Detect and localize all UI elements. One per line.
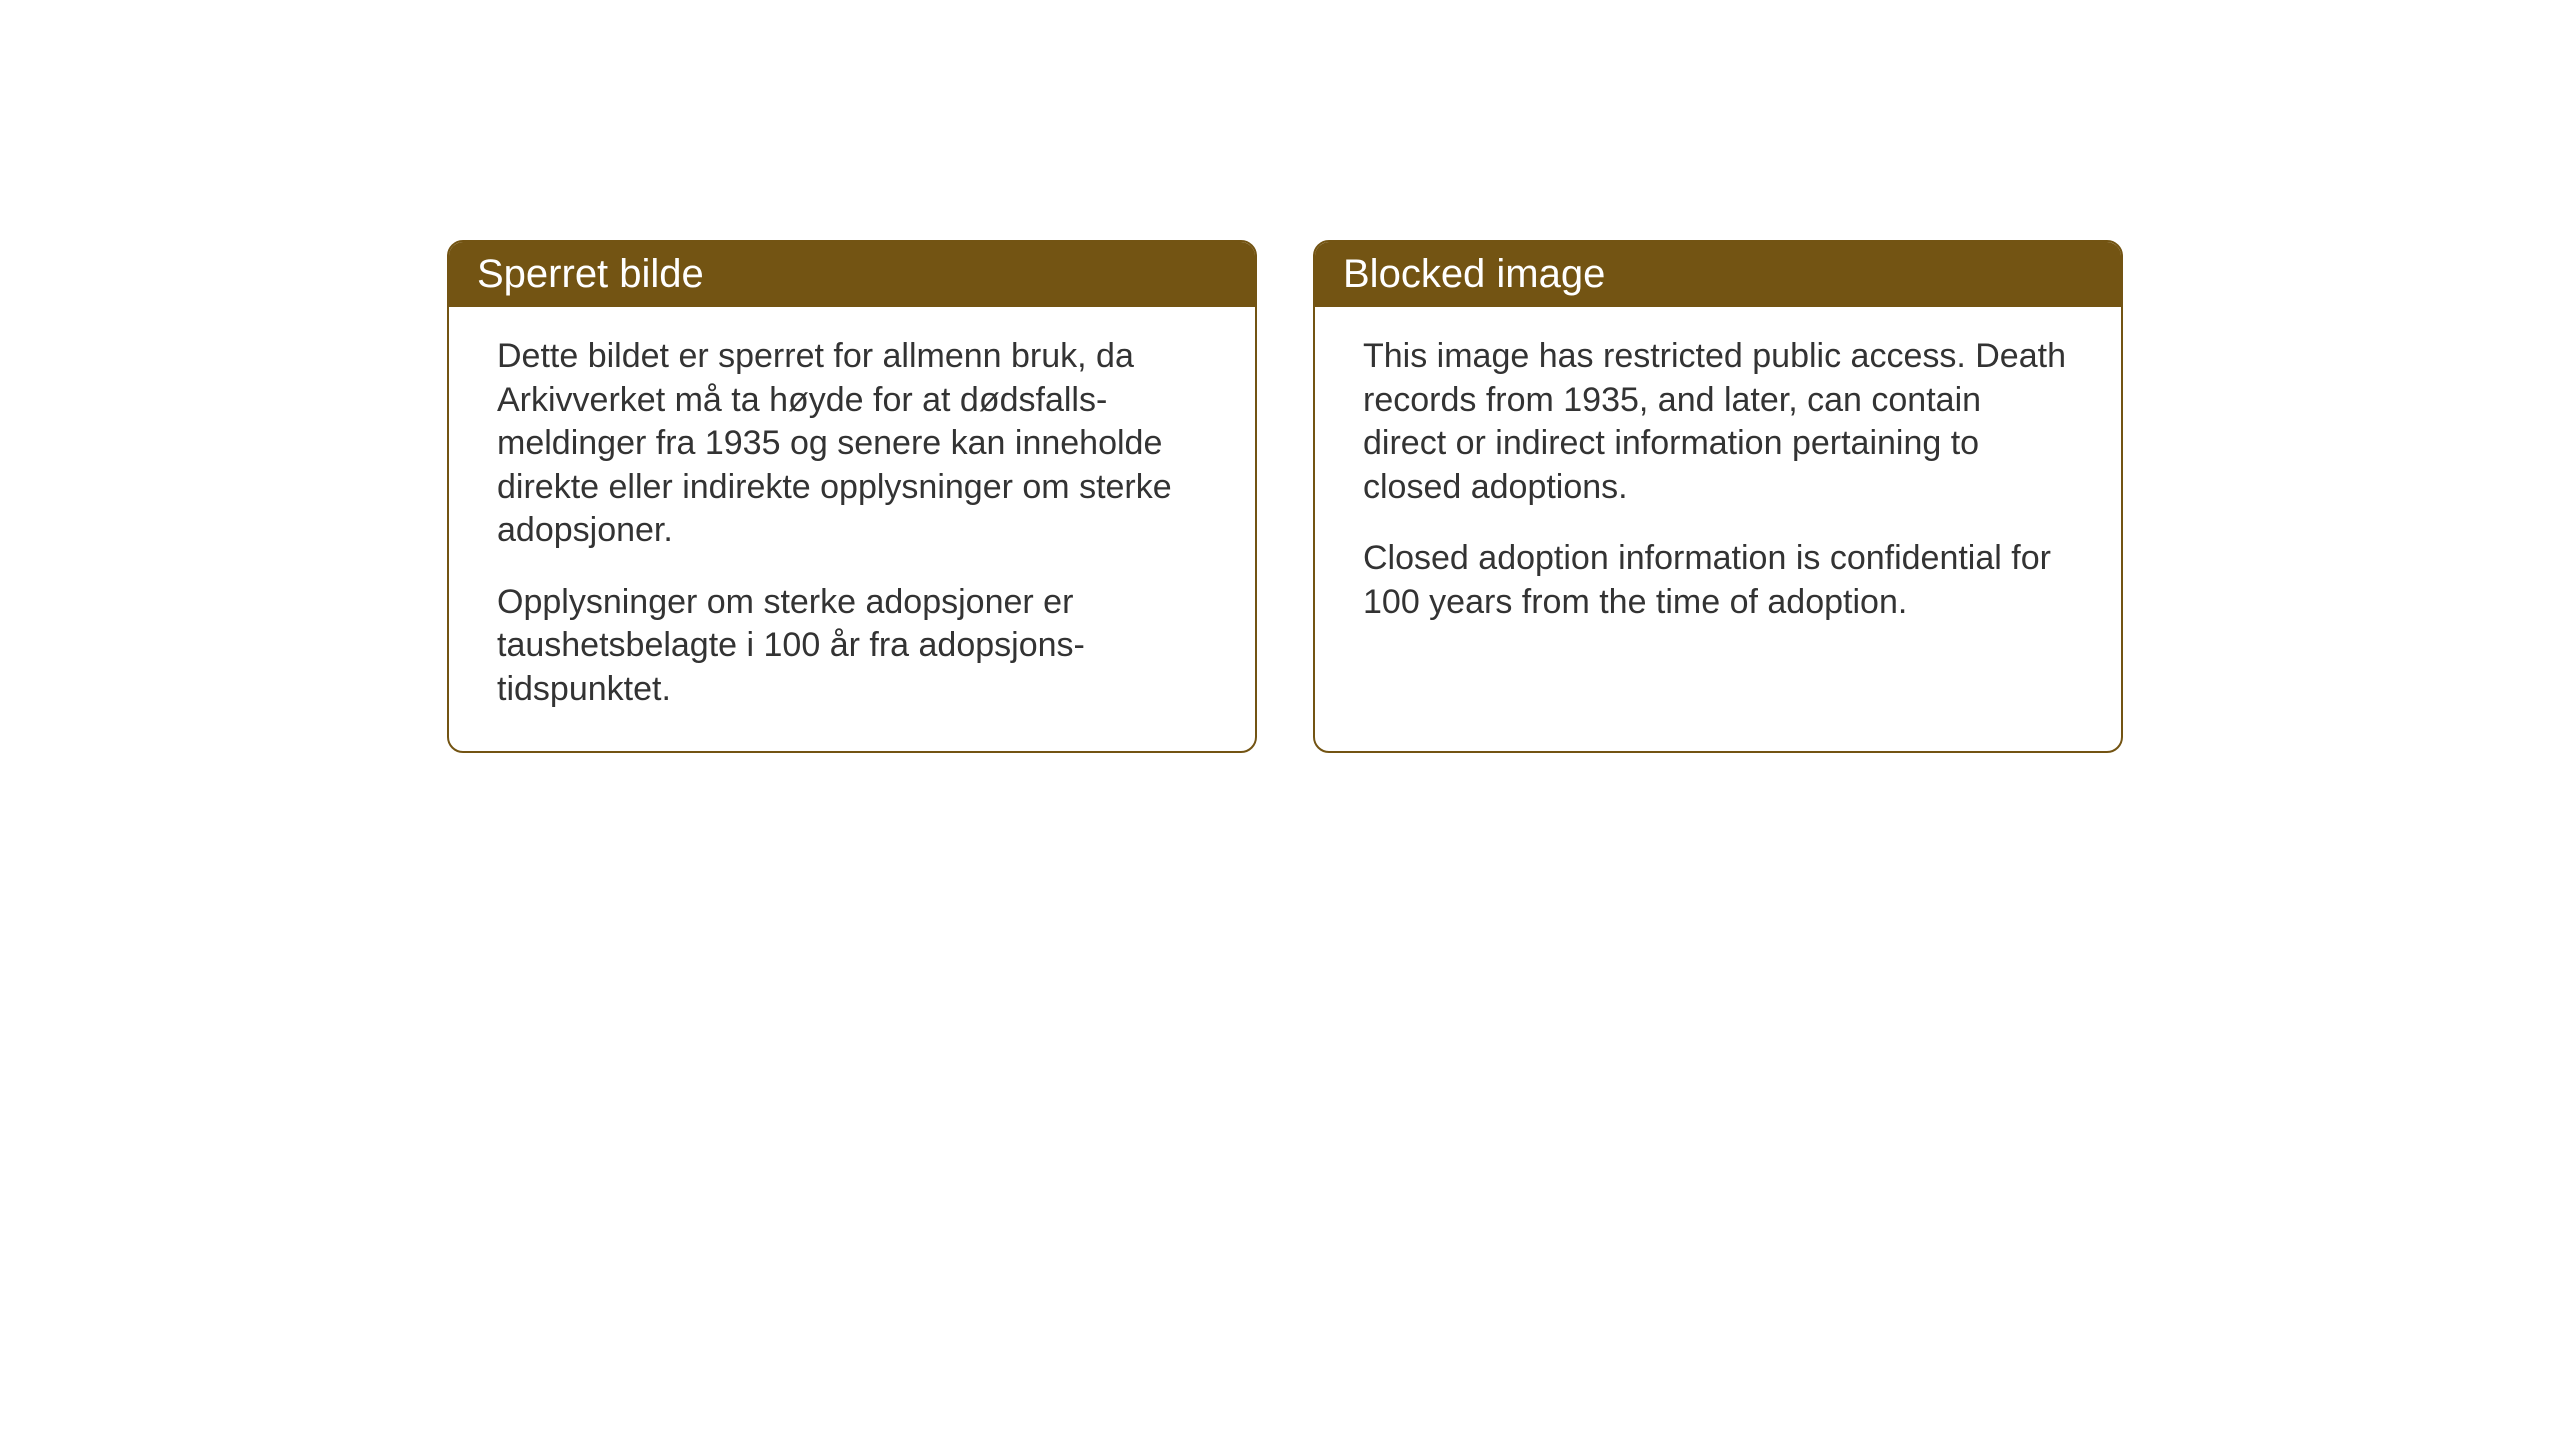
notice-box-english: Blocked image This image has restricted … [1313, 240, 2123, 753]
notice-container: Sperret bilde Dette bildet er sperret fo… [447, 240, 2123, 753]
notice-paragraph: This image has restricted public access.… [1363, 335, 2073, 509]
notice-paragraph: Closed adoption information is confident… [1363, 537, 2073, 624]
notice-body-english: This image has restricted public access.… [1315, 307, 2121, 664]
notice-header-english: Blocked image [1315, 242, 2121, 307]
notice-box-norwegian: Sperret bilde Dette bildet er sperret fo… [447, 240, 1257, 753]
notice-paragraph: Opplysninger om sterke adopsjoner er tau… [497, 581, 1207, 712]
notice-header-norwegian: Sperret bilde [449, 242, 1255, 307]
notice-title: Blocked image [1343, 252, 1605, 296]
notice-title: Sperret bilde [477, 252, 704, 296]
notice-paragraph: Dette bildet er sperret for allmenn bruk… [497, 335, 1207, 553]
notice-body-norwegian: Dette bildet er sperret for allmenn bruk… [449, 307, 1255, 751]
